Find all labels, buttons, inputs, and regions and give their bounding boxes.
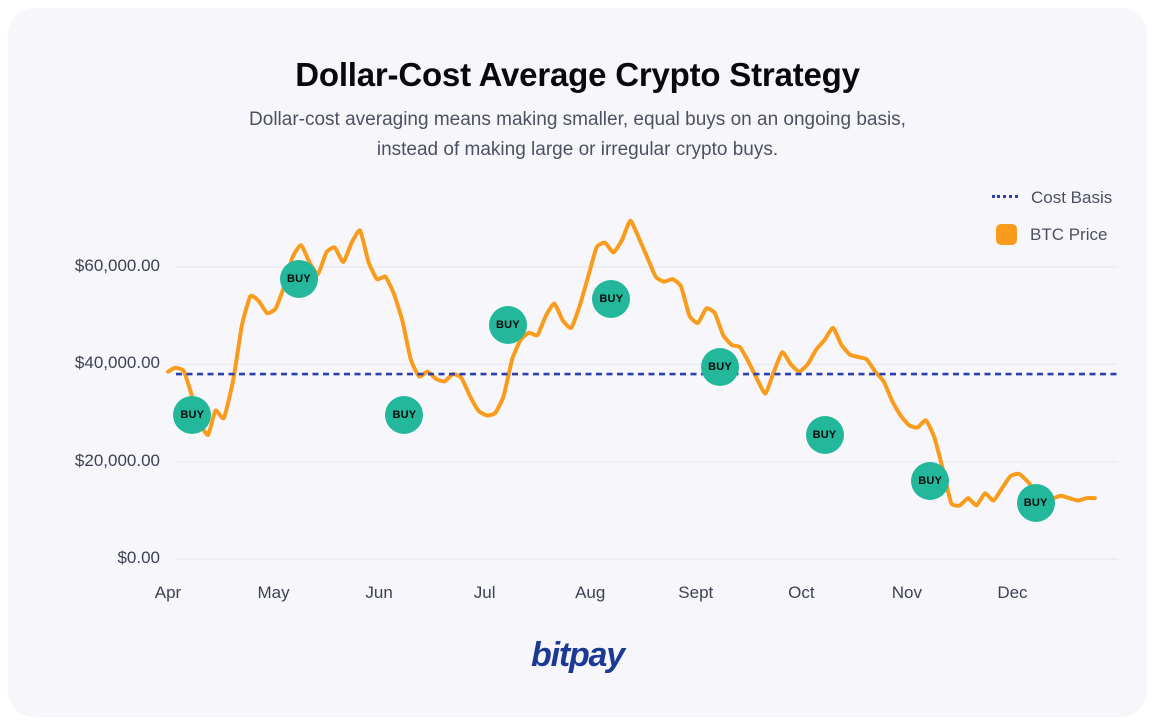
x-axis-tick-label: Apr — [154, 583, 182, 602]
btc-price-line — [166, 218, 1097, 508]
legend-item-btc-price[interactable]: BTC Price — [996, 224, 1107, 245]
x-axis-tick-label: Oct — [788, 583, 815, 602]
buy-marker[interactable]: BUY — [279, 260, 318, 299]
y-axis-tick-label: $20,000.00 — [74, 450, 160, 470]
buy-marker[interactable]: BUY — [1016, 484, 1055, 523]
buy-marker[interactable]: BUY — [385, 396, 424, 435]
buy-marker[interactable]: BUY — [911, 462, 950, 501]
x-axis-tick-label: May — [257, 583, 290, 602]
y-axis-tick-label: $0.00 — [117, 548, 160, 567]
x-axis-tick-label: Jul — [473, 583, 496, 602]
buy-marker[interactable]: BUY — [805, 415, 844, 454]
y-axis-tick-label: $40,000.00 — [74, 353, 160, 373]
btc-price-swatch-icon — [996, 224, 1017, 245]
y-axis-tick-label: $60,000.00 — [74, 256, 160, 275]
legend-label-cost-basis: Cost Basis — [1031, 188, 1113, 207]
bitpay-logo: bitpay — [531, 636, 625, 674]
x-axis-tick-label: Sept — [678, 583, 714, 602]
x-axis-tick-label: Nov — [891, 583, 922, 602]
buy-marker[interactable]: BUY — [488, 306, 527, 345]
page-title: Dollar-Cost Average Crypto Strategy — [295, 56, 860, 93]
legend-label-btc-price: BTC Price — [1030, 224, 1108, 244]
chart-plot — [166, 218, 1120, 560]
legend-item-cost-basis[interactable]: Cost Basis — [992, 188, 1112, 208]
x-axis-tick-label: Jun — [365, 583, 393, 602]
buy-marker[interactable]: BUY — [173, 396, 212, 435]
buy-marker[interactable]: BUY — [592, 279, 631, 318]
x-axis-tick-label: Dec — [997, 583, 1028, 602]
gridlines — [176, 266, 1118, 560]
buy-marker[interactable]: BUY — [701, 347, 740, 386]
cost-basis-swatch-icon — [992, 195, 1018, 201]
page-subtitle: Dollar-cost averaging means making small… — [249, 109, 906, 160]
x-axis-tick-label: Aug — [575, 583, 606, 602]
chart-card: Dollar-Cost Average Crypto Strategy Doll… — [8, 8, 1147, 717]
